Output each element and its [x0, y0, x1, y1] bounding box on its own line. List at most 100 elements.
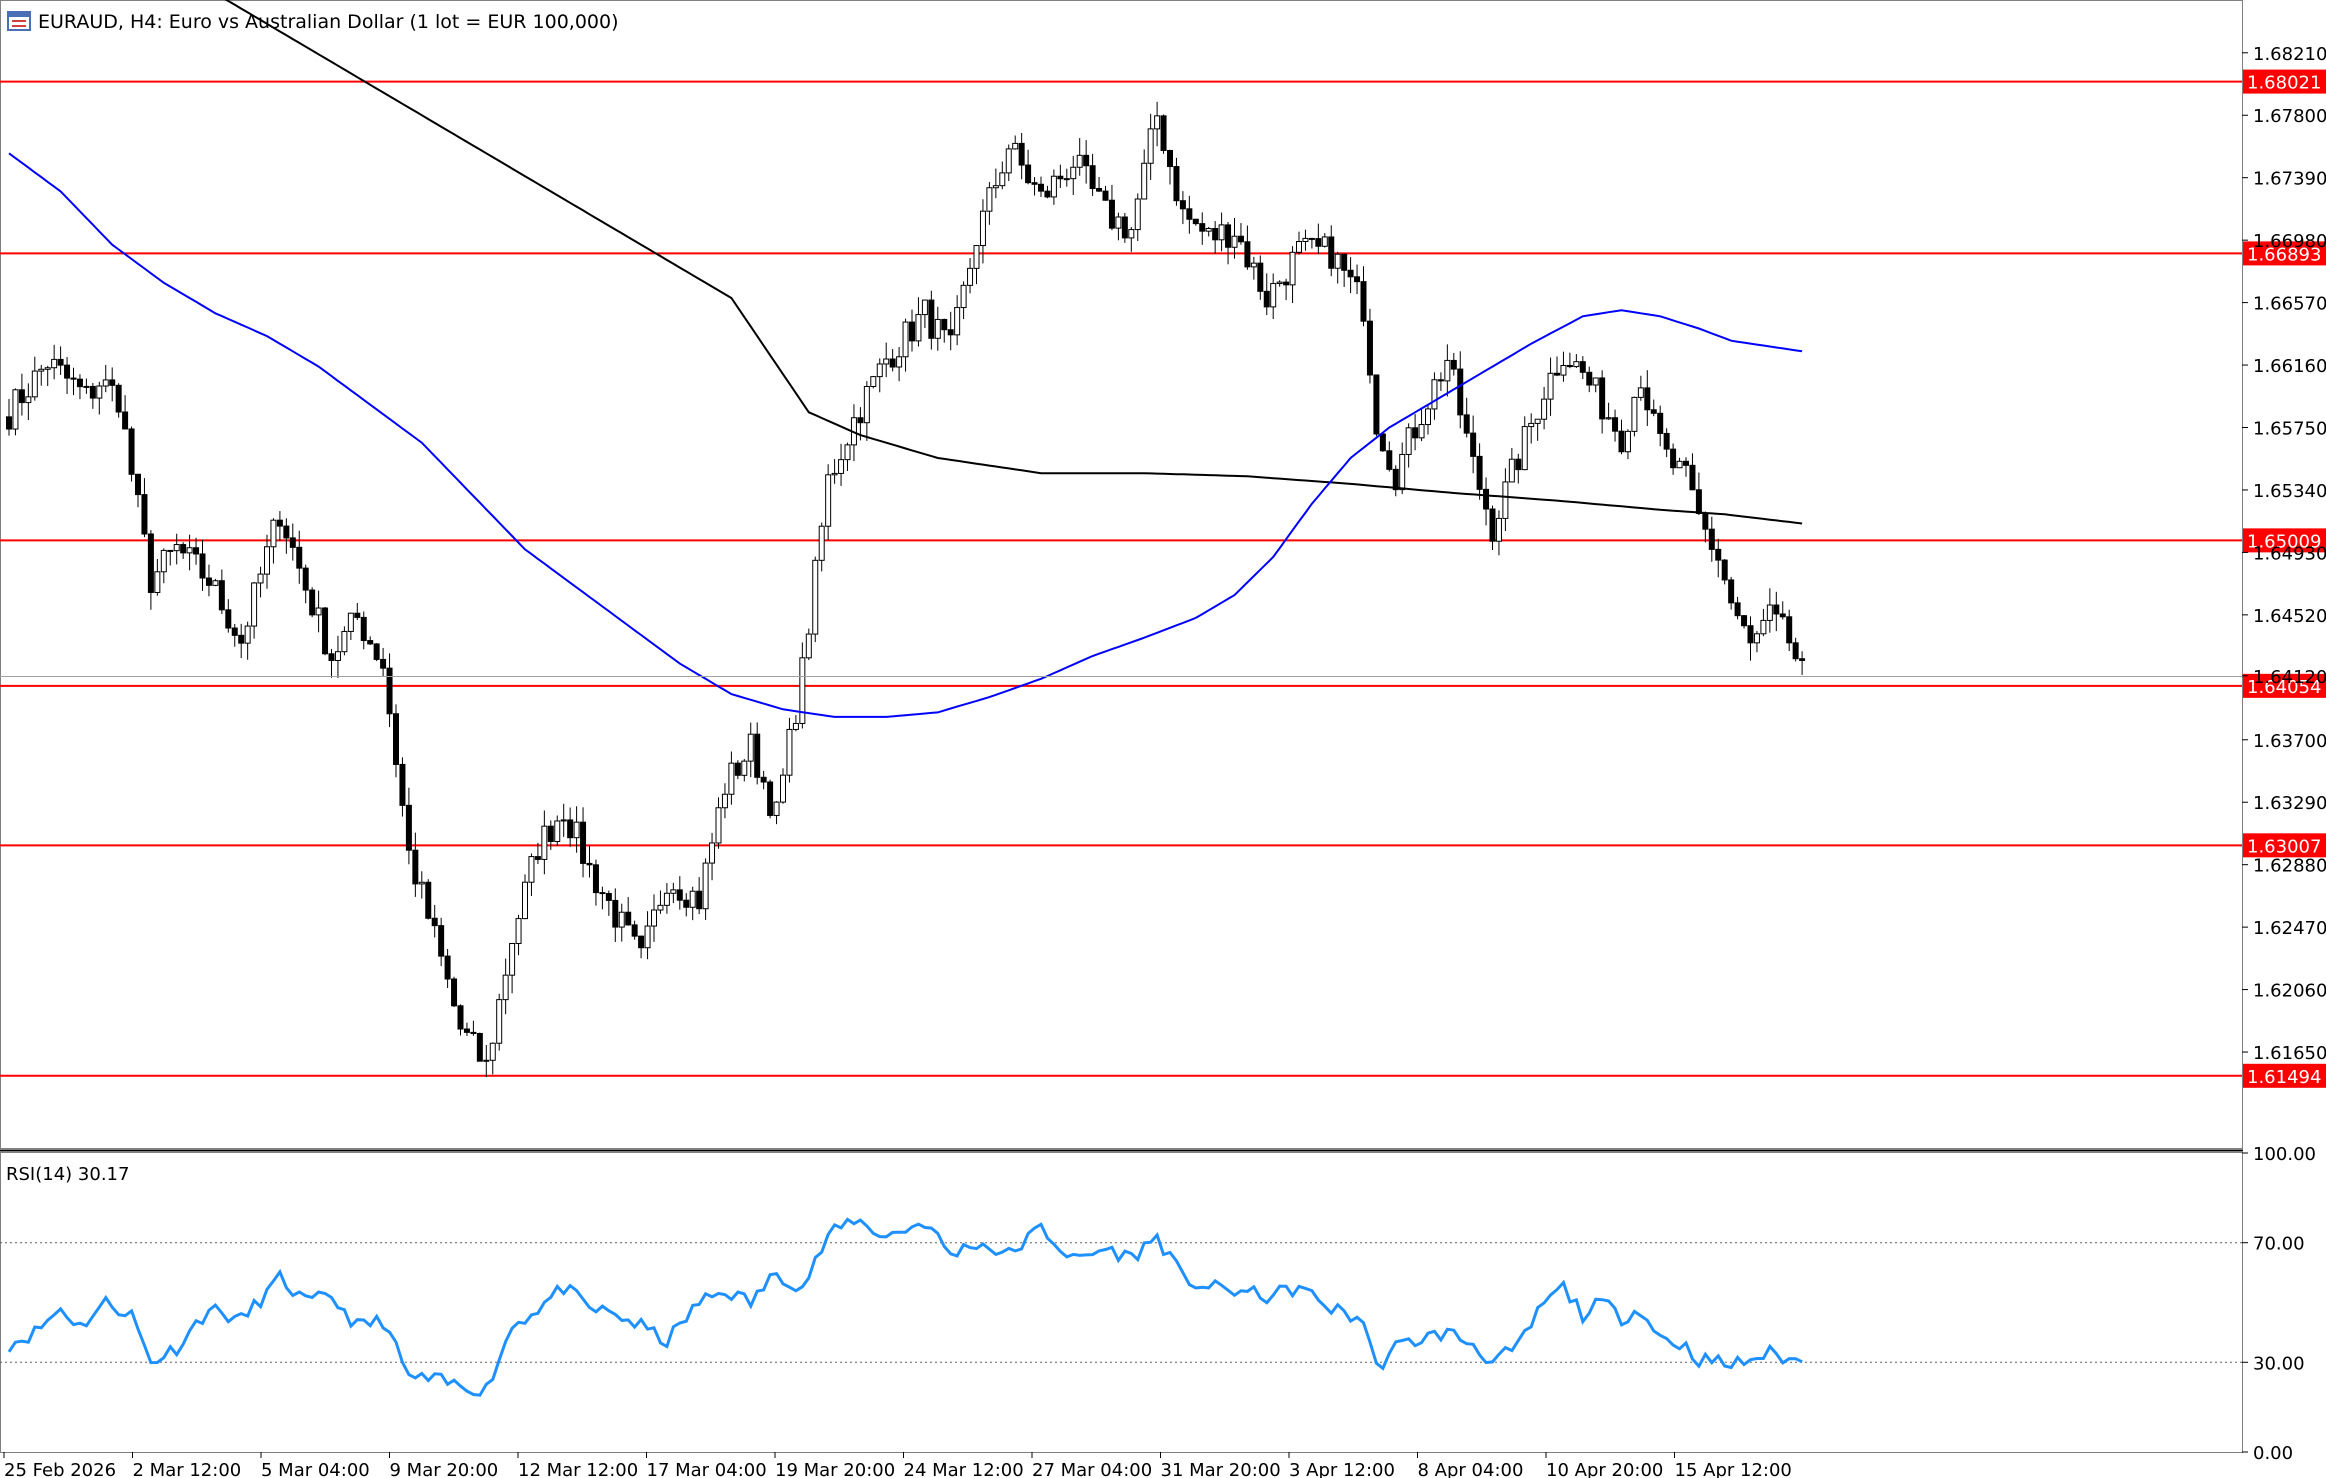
- candle: [1076, 138, 1083, 176]
- candle-body: [393, 713, 399, 765]
- candle: [405, 787, 412, 865]
- candle: [122, 395, 129, 430]
- candle: [225, 599, 232, 633]
- candle: [270, 518, 277, 564]
- candle-body: [547, 825, 554, 843]
- time-tick-label: 24 Mar 12:00: [904, 1460, 1024, 1478]
- candle: [373, 643, 380, 662]
- candle-body: [509, 942, 516, 976]
- candle-body: [347, 612, 354, 632]
- candle-body: [289, 537, 296, 548]
- candle-body: [296, 546, 303, 569]
- price-tick-label: 1.64120: [2253, 667, 2326, 688]
- candle: [1695, 472, 1702, 516]
- time-tick-label: 15 Apr 12:00: [1675, 1460, 1792, 1478]
- candle-body: [773, 801, 780, 816]
- rsi-label: RSI(14) 30.17: [6, 1164, 129, 1185]
- candle: [1276, 280, 1283, 287]
- candle: [909, 309, 915, 352]
- price-tick-label: 1.66980: [2253, 231, 2326, 252]
- candle: [715, 797, 722, 849]
- candle: [1683, 457, 1689, 477]
- candle: [302, 564, 309, 604]
- candle-body: [792, 722, 799, 730]
- chart-window-icon: [7, 11, 31, 31]
- candle-body: [483, 1059, 490, 1062]
- candle-body: [1012, 142, 1019, 150]
- chart-title: EURAUD, H4: Euro vs Australian Dollar (1…: [38, 11, 619, 33]
- candle: [6, 399, 12, 436]
- candle-body: [1102, 190, 1109, 201]
- candle-body: [438, 925, 445, 957]
- price-tick-label: 1.62060: [2253, 981, 2326, 1002]
- candle: [1115, 212, 1122, 241]
- candle: [1476, 443, 1483, 500]
- candle-body: [1038, 183, 1044, 192]
- candle-body: [276, 519, 283, 527]
- candle: [1070, 155, 1077, 196]
- candle: [1592, 377, 1599, 393]
- candle-body: [689, 890, 696, 908]
- candle-body: [1057, 175, 1064, 180]
- candle-body: [683, 899, 690, 908]
- candle-body: [1618, 430, 1625, 453]
- candle-body: [676, 889, 683, 901]
- candle: [231, 623, 238, 647]
- candle-body: [18, 389, 25, 404]
- candle-body: [1676, 460, 1683, 469]
- candle: [1321, 233, 1328, 248]
- level-tag: [2243, 1063, 2326, 1088]
- candle-body: [470, 1031, 477, 1034]
- candle-body: [412, 849, 419, 885]
- candle: [1244, 225, 1251, 270]
- candle: [644, 911, 651, 960]
- candle-body: [102, 379, 109, 387]
- candle: [463, 1022, 470, 1037]
- candle-body: [1308, 237, 1315, 240]
- rsi-tick-label: 30.00: [2253, 1353, 2305, 1374]
- candle-body: [1399, 453, 1406, 491]
- candle: [57, 346, 64, 375]
- candle: [902, 318, 909, 372]
- candle: [457, 1004, 464, 1036]
- candle: [1741, 615, 1748, 629]
- candle: [657, 890, 664, 914]
- time-tick-label: 19 Mar 20:00: [775, 1460, 895, 1478]
- candle-body: [896, 356, 903, 368]
- candle-body: [967, 267, 974, 286]
- candle: [483, 1045, 490, 1078]
- candle-body: [560, 819, 567, 822]
- candle-body: [1237, 235, 1244, 243]
- candle: [1450, 352, 1457, 376]
- candle: [1760, 608, 1767, 637]
- candle-body: [431, 917, 438, 927]
- candle-body: [1096, 187, 1103, 192]
- candle: [289, 523, 296, 561]
- candle: [1792, 637, 1799, 662]
- candle-body: [1366, 320, 1373, 376]
- candle: [560, 803, 567, 837]
- candle-body: [212, 580, 219, 586]
- candle-body: [941, 318, 948, 331]
- rsi-tick-label: 0.00: [2253, 1443, 2293, 1464]
- candle-body: [992, 185, 999, 189]
- candle: [147, 530, 154, 610]
- candle: [696, 877, 703, 915]
- candle: [1721, 559, 1728, 585]
- candle-body: [1483, 488, 1490, 510]
- candle: [1483, 477, 1490, 526]
- candle: [1766, 588, 1773, 633]
- candle: [115, 383, 122, 418]
- candle-body: [70, 377, 77, 380]
- candle-body: [1044, 190, 1051, 198]
- candle-body: [1341, 253, 1348, 271]
- candle: [605, 890, 612, 916]
- candle-body: [496, 999, 503, 1044]
- candle-body: [1276, 281, 1283, 285]
- candle: [554, 815, 561, 847]
- candle-body: [160, 549, 167, 573]
- candle-body: [1225, 224, 1232, 248]
- candle-body: [1792, 642, 1799, 660]
- candle-body: [999, 172, 1006, 187]
- candle: [1444, 344, 1451, 397]
